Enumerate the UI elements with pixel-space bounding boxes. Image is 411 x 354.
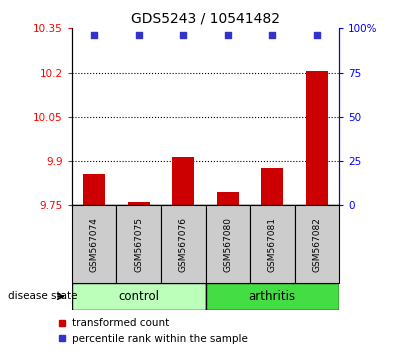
Title: GDS5243 / 10541482: GDS5243 / 10541482	[131, 12, 280, 26]
Point	[180, 33, 187, 38]
Bar	[127, 202, 150, 205]
Point	[224, 33, 231, 38]
Text: GSM567074: GSM567074	[90, 217, 99, 272]
Point	[91, 33, 97, 38]
Text: control: control	[118, 290, 159, 303]
Bar	[116, 205, 161, 283]
Bar	[217, 192, 239, 205]
Text: GSM567076: GSM567076	[179, 217, 188, 272]
Bar	[161, 205, 206, 283]
Bar	[206, 205, 250, 283]
Text: GSM567080: GSM567080	[223, 217, 232, 272]
Bar	[261, 169, 284, 205]
Bar	[72, 283, 206, 310]
Text: GSM567082: GSM567082	[312, 217, 321, 272]
Bar	[306, 71, 328, 205]
Bar	[72, 205, 116, 283]
Point	[314, 33, 320, 38]
Point	[269, 33, 275, 38]
Bar	[83, 175, 105, 205]
Text: GSM567075: GSM567075	[134, 217, 143, 272]
Text: arthritis: arthritis	[249, 290, 296, 303]
Legend: transformed count, percentile rank within the sample: transformed count, percentile rank withi…	[57, 319, 248, 344]
Text: GSM567081: GSM567081	[268, 217, 277, 272]
Text: disease state: disease state	[8, 291, 78, 302]
Bar	[250, 205, 295, 283]
Bar	[172, 157, 194, 205]
Bar	[295, 205, 339, 283]
Bar	[206, 283, 339, 310]
Point	[136, 33, 142, 38]
